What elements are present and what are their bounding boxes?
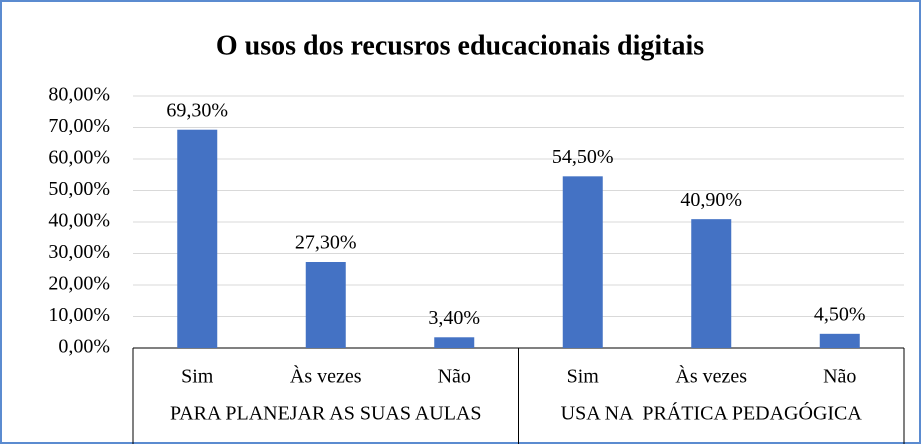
- bar: [434, 337, 475, 348]
- y-tick-label: 80,00%: [48, 84, 110, 106]
- bar: [691, 219, 732, 348]
- x-tick-label: Não: [823, 366, 856, 388]
- y-tick-label: 20,00%: [48, 273, 110, 295]
- bar: [562, 176, 603, 348]
- y-tick-label: 70,00%: [48, 115, 110, 137]
- data-label: 54,50%: [552, 146, 614, 168]
- bar: [177, 129, 218, 348]
- x-tick-label: Sim: [181, 366, 214, 388]
- bar: [305, 262, 346, 348]
- data-label: 3,40%: [428, 307, 480, 329]
- group-label: PARA PLANEJAR AS SUAS AULAS: [170, 403, 482, 425]
- y-tick-label: 30,00%: [48, 241, 110, 263]
- bar: [819, 333, 860, 348]
- x-tick-label: Não: [438, 366, 471, 388]
- x-tick-label: Às vezes: [675, 365, 747, 388]
- data-label: 27,30%: [295, 232, 357, 254]
- data-label: 4,50%: [814, 303, 866, 325]
- y-tick-label: 10,00%: [48, 304, 110, 326]
- y-tick-label: 50,00%: [48, 178, 110, 200]
- y-tick-label: 0,00%: [58, 336, 110, 358]
- chart-title: O usos dos recusros educacionais digitai…: [216, 30, 704, 61]
- group-label: USA NA PRÁTICA PEDAGÓGICA: [561, 401, 863, 425]
- y-tick-label: 40,00%: [48, 210, 110, 232]
- x-tick-label: Às vezes: [290, 365, 362, 388]
- x-tick-label: Sim: [567, 366, 600, 388]
- data-label: 40,90%: [680, 189, 742, 211]
- y-tick-label: 60,00%: [48, 147, 110, 169]
- data-label: 69,30%: [166, 99, 228, 121]
